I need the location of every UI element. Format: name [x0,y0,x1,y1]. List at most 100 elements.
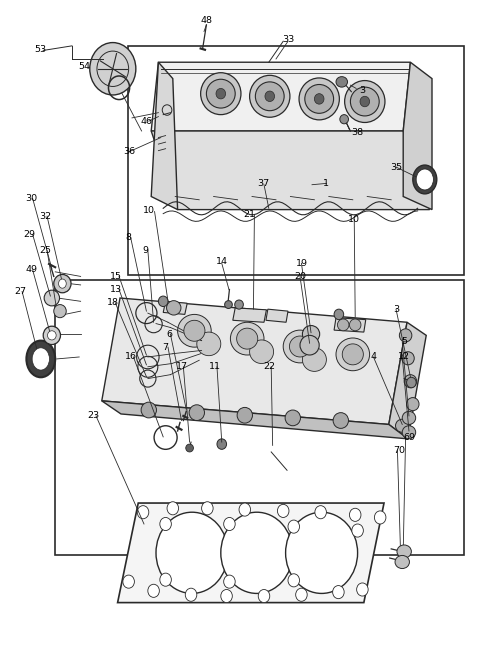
Ellipse shape [302,348,326,371]
Ellipse shape [288,574,300,587]
Ellipse shape [48,331,56,340]
Text: 13: 13 [110,285,122,294]
Ellipse shape [90,43,136,95]
Text: 54: 54 [78,62,90,71]
Ellipse shape [360,96,370,107]
Text: 14: 14 [216,257,228,267]
Polygon shape [151,131,430,210]
Ellipse shape [349,508,361,521]
Text: 33: 33 [282,35,294,44]
Polygon shape [163,301,187,314]
Ellipse shape [206,79,235,108]
Ellipse shape [407,398,419,411]
Ellipse shape [340,115,348,124]
Ellipse shape [255,82,284,111]
Ellipse shape [402,411,416,424]
Ellipse shape [167,502,179,515]
Text: 32: 32 [39,212,52,221]
Ellipse shape [202,502,213,515]
Ellipse shape [217,439,227,449]
Ellipse shape [337,319,349,331]
Ellipse shape [333,413,348,428]
Ellipse shape [300,335,319,355]
Ellipse shape [158,296,168,307]
Ellipse shape [315,506,326,519]
Bar [55,280,464,555]
Text: 8: 8 [126,233,132,242]
Ellipse shape [225,301,232,309]
Text: 3: 3 [393,305,399,314]
Polygon shape [403,62,432,210]
Text: 35: 35 [390,162,402,172]
Text: 49: 49 [25,265,37,274]
Ellipse shape [250,340,274,364]
Text: 21: 21 [244,210,256,219]
Ellipse shape [277,504,289,517]
Ellipse shape [239,503,251,516]
Ellipse shape [404,375,417,388]
Ellipse shape [395,555,409,569]
Ellipse shape [44,290,60,306]
Ellipse shape [289,336,311,357]
Ellipse shape [148,584,159,597]
Text: 37: 37 [257,179,269,188]
Text: 20: 20 [294,272,306,281]
Ellipse shape [250,75,290,117]
Text: 16: 16 [125,352,136,362]
Ellipse shape [123,575,134,588]
Ellipse shape [352,524,363,537]
Ellipse shape [156,512,228,593]
Polygon shape [102,401,408,439]
Ellipse shape [302,326,320,343]
Ellipse shape [397,545,411,558]
Text: 53: 53 [35,45,47,54]
Text: 4: 4 [371,352,376,362]
Polygon shape [102,298,407,424]
Polygon shape [389,322,426,439]
Ellipse shape [237,328,258,349]
Text: 7: 7 [163,343,168,352]
Ellipse shape [286,512,358,593]
Ellipse shape [186,444,193,452]
Ellipse shape [314,94,324,104]
Ellipse shape [184,320,205,341]
Text: 19: 19 [295,259,307,268]
Ellipse shape [26,341,55,377]
Ellipse shape [305,84,334,113]
Ellipse shape [54,305,66,318]
Ellipse shape [141,402,156,418]
Ellipse shape [43,326,60,345]
Polygon shape [151,62,410,131]
Ellipse shape [221,590,232,603]
Text: 9: 9 [142,246,148,255]
Polygon shape [118,503,384,603]
Ellipse shape [416,169,433,190]
Text: 1: 1 [324,179,329,188]
Text: 11: 11 [209,362,221,371]
Text: 69: 69 [403,433,415,442]
Ellipse shape [296,588,307,601]
Polygon shape [334,318,366,332]
Ellipse shape [288,520,300,533]
Text: 38: 38 [351,128,364,137]
Text: 27: 27 [14,287,26,296]
Ellipse shape [32,348,49,370]
Ellipse shape [167,301,181,315]
Ellipse shape [349,319,361,331]
Ellipse shape [224,517,235,531]
Ellipse shape [160,573,171,586]
Ellipse shape [221,512,293,593]
Ellipse shape [258,590,270,603]
Ellipse shape [160,517,171,531]
Polygon shape [266,309,288,322]
Polygon shape [233,308,266,322]
Text: 36: 36 [123,147,136,157]
Ellipse shape [333,586,344,599]
Text: 5: 5 [401,337,407,346]
Text: 23: 23 [87,411,100,421]
Text: 22: 22 [264,362,276,371]
Polygon shape [151,62,178,210]
Ellipse shape [59,279,66,288]
Ellipse shape [137,506,149,519]
Ellipse shape [201,73,241,115]
